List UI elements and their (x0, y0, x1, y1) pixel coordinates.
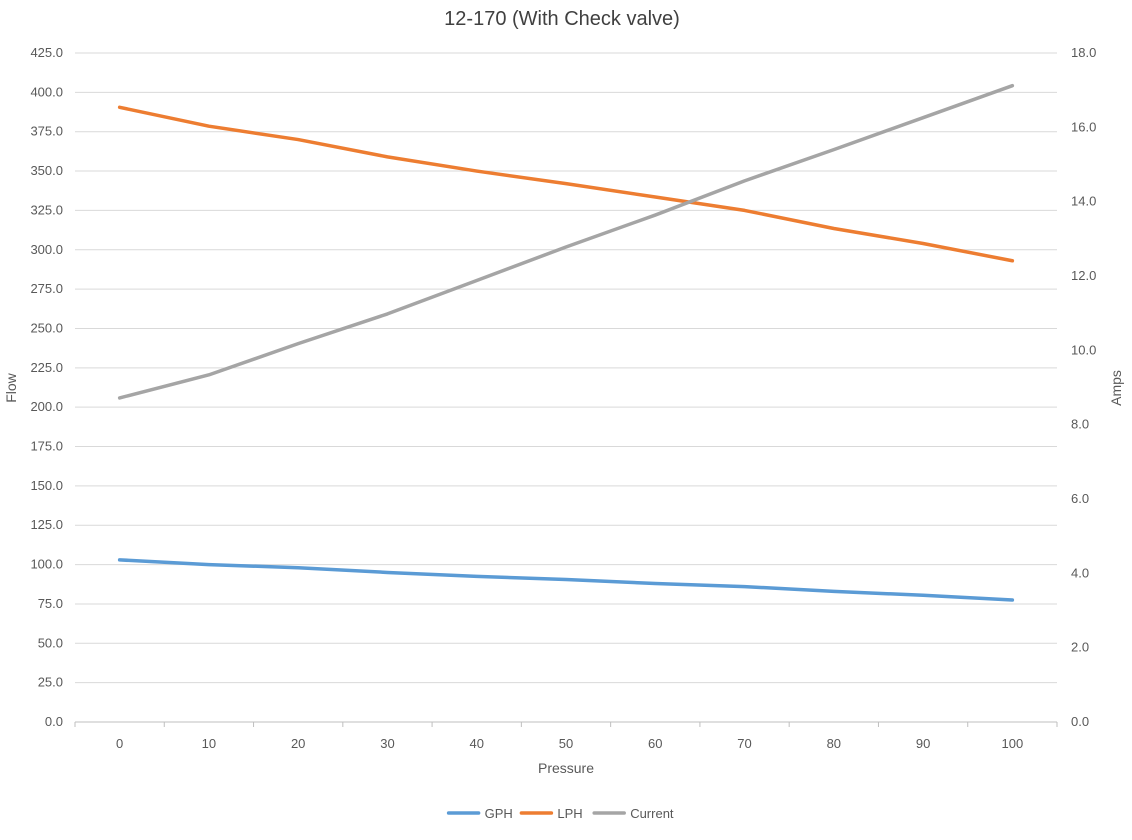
y-axis-right-ticks: 0.0 2.0 4.0 6.0 8.0 10.0 12.0 14.0 16.0 18.0 (1071, 45, 1096, 729)
x-tick-label: 10 (202, 736, 216, 751)
x-tick-label: 70 (737, 736, 751, 751)
y-left-tick-label: 150.0 (30, 478, 63, 493)
y-left-tick-label: 325.0 (30, 202, 63, 217)
y-left-tick-label: 225.0 (30, 360, 63, 375)
y-right-tick-label: 16.0 (1071, 119, 1096, 134)
y-right-tick-label: 12.0 (1071, 268, 1096, 283)
y-right-tick-label: 18.0 (1071, 45, 1096, 60)
legend-label-lph: LPH (557, 806, 582, 821)
y-axis-left-ticks: 0.0 25.0 50.0 75.0 100.0 125.0 150.0 175.0 200.0… (30, 45, 63, 729)
y-left-tick-label: 50.0 (38, 635, 63, 650)
y-left-tick-label: 400.0 (30, 84, 63, 99)
y-left-tick-label: 100.0 (30, 557, 63, 572)
y-left-tick-label: 425.0 (30, 45, 63, 60)
series-line-current (117, 83, 1015, 400)
y-axis-left-title: Flow (3, 372, 19, 402)
series-line-gph (117, 558, 1015, 602)
y-left-tick-label: 375.0 (30, 124, 63, 139)
y-right-tick-label: 14.0 (1071, 194, 1096, 209)
x-tick-label: 0 (116, 736, 123, 751)
chart-title: 12-170 (With Check valve) (444, 8, 680, 30)
y-left-tick-label: 250.0 (30, 320, 63, 335)
y-left-tick-label: 200.0 (30, 399, 63, 414)
legend: GPH LPH Current (446, 806, 674, 821)
x-axis-title: Pressure (538, 760, 594, 776)
x-tick-label: 100 (1002, 736, 1024, 751)
x-tick-label: 20 (291, 736, 305, 751)
x-tick-label: 40 (469, 736, 483, 751)
y-left-tick-label: 25.0 (38, 675, 63, 690)
x-tick-label: 60 (648, 736, 662, 751)
x-tick-label: 30 (380, 736, 394, 751)
y-left-tick-label: 300.0 (30, 242, 63, 257)
y-right-tick-label: 0.0 (1071, 714, 1089, 729)
y-axis-right-title: Amps (1108, 370, 1124, 406)
y-left-tick-label: 0.0 (45, 714, 63, 729)
y-left-tick-label: 275.0 (30, 281, 63, 296)
y-right-tick-label: 6.0 (1071, 491, 1089, 506)
y-left-tick-label: 350.0 (30, 163, 63, 178)
x-tick-label: 90 (916, 736, 930, 751)
y-left-tick-label: 125.0 (30, 517, 63, 532)
legend-label-gph: GPH (485, 806, 513, 821)
axes (74, 721, 1058, 727)
x-axis-ticks: 0 10 20 30 40 50 60 70 80 90 100 (116, 736, 1023, 751)
y-right-tick-label: 8.0 (1071, 417, 1089, 432)
x-tick-label: 80 (827, 736, 841, 751)
legend-label-current: Current (630, 806, 674, 821)
series-line-lph (117, 105, 1015, 263)
y-left-tick-label: 75.0 (38, 596, 63, 611)
gridlines (75, 52, 1057, 684)
y-right-tick-label: 2.0 (1071, 640, 1089, 655)
x-tick-label: 50 (559, 736, 573, 751)
y-right-tick-label: 4.0 (1071, 565, 1089, 580)
series-lines (117, 83, 1015, 602)
y-left-tick-label: 175.0 (30, 439, 63, 454)
y-right-tick-label: 10.0 (1071, 342, 1096, 357)
